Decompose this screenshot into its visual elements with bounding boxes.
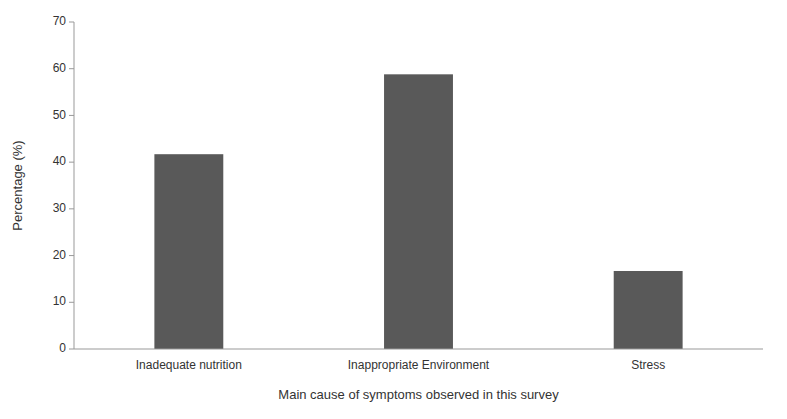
y-tick-label: 60: [53, 61, 67, 75]
chart-container: 0 10 20 30 40 50 60 70 Inadequate nutrition Inapp…: [0, 0, 787, 419]
y-tick-label: 20: [53, 248, 67, 262]
y-tick-label: 50: [53, 108, 67, 122]
y-tick: [69, 302, 74, 303]
y-tick: [69, 162, 74, 163]
y-tick: [69, 22, 74, 23]
y-axis-title: Percentage (%): [10, 140, 25, 230]
x-axis-title: Main cause of symptoms observed in this …: [278, 387, 559, 402]
bar: [614, 271, 683, 349]
y-tick: [69, 349, 74, 350]
y-tick-label: 0: [59, 341, 66, 355]
y-tick: [69, 115, 74, 116]
y-tick-label: 70: [53, 14, 67, 28]
y-tick: [69, 255, 74, 256]
chart: 0 10 20 30 40 50 60 70 Inadequate nutrition Inapp…: [0, 0, 787, 419]
bar: [384, 74, 453, 349]
x-tick-label: Stress: [631, 358, 665, 372]
y-tick: [69, 68, 74, 69]
bars: [154, 74, 682, 349]
x-axis-line: [74, 349, 763, 350]
x-tick-label: Inadequate nutrition: [136, 358, 242, 372]
y-tick-label: 10: [53, 294, 67, 308]
x-tick-label: Inappropriate Environment: [348, 358, 490, 372]
y-tick: [69, 208, 74, 209]
y-tick-label: 40: [53, 154, 67, 168]
y-tick-label: 30: [53, 201, 67, 215]
y-axis-line: [74, 22, 75, 349]
bar: [154, 154, 223, 349]
